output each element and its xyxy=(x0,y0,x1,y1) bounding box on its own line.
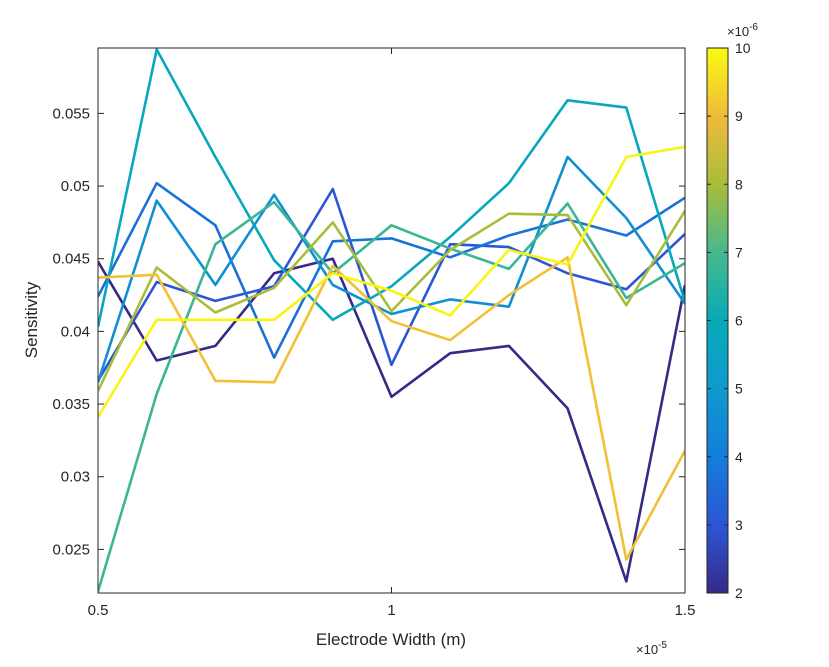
colorbar-tick-label: 8 xyxy=(735,176,743,192)
series-line-4 xyxy=(98,155,685,383)
colorbar-tick-label: 7 xyxy=(735,244,743,260)
y-tick-label: 0.025 xyxy=(52,541,90,558)
y-tick-label: 0.035 xyxy=(52,396,90,413)
y-tick-label: 0.045 xyxy=(52,251,90,268)
series-line-8 xyxy=(98,255,685,561)
x-multiplier-exponent: -5 xyxy=(658,640,667,651)
y-axis-label: Sensitivity xyxy=(22,281,41,358)
x-tick-label: 1.5 xyxy=(675,602,696,619)
colorbar-tick-label: 3 xyxy=(735,517,743,533)
series-line-1 xyxy=(98,257,685,583)
y-tick-label: 0.04 xyxy=(61,323,90,340)
x-axis: 0.5 1 1.5 xyxy=(88,48,696,619)
series-line-5 xyxy=(98,48,685,328)
series-layer xyxy=(98,48,685,592)
y-tick-label: 0.03 xyxy=(61,469,90,486)
x-axis-multiplier: ×10-5 xyxy=(636,640,667,657)
series-line-9 xyxy=(98,145,685,418)
x-multiplier-base: ×10 xyxy=(636,642,658,657)
colorbar-multiplier-exponent: -6 xyxy=(749,22,758,33)
x-tick-label: 0.5 xyxy=(88,602,109,619)
colorbar-tick-label: 5 xyxy=(735,381,743,397)
series-line-3 xyxy=(98,181,685,359)
colorbar-tick-label: 2 xyxy=(735,585,743,601)
y-tick-label: 0.055 xyxy=(52,105,90,122)
colorbar-ticks: 2 3 4 5 6 7 8 9 10 xyxy=(707,40,751,601)
colorbar: 2 3 4 5 6 7 8 9 10 ×10-6 xyxy=(706,22,758,601)
colorbar-multiplier: ×10-6 xyxy=(727,22,758,39)
y-tick-label: 0.05 xyxy=(61,178,90,195)
colorbar-tick-label: 6 xyxy=(735,313,743,329)
colorbar-tick-label: 4 xyxy=(735,449,743,465)
colorbar-tick-label: 9 xyxy=(735,108,743,124)
colorbar-multiplier-base: ×10 xyxy=(727,24,749,39)
x-tick-label: 1 xyxy=(387,602,395,619)
x-axis-label: Electrode Width (m) xyxy=(316,630,466,649)
colorbar-tick-label: 10 xyxy=(735,40,751,56)
series-line-7 xyxy=(98,210,685,392)
series-line-6 xyxy=(98,200,685,592)
y-axis: 0.025 0.03 0.035 0.04 0.045 0.05 0.055 xyxy=(52,105,685,558)
